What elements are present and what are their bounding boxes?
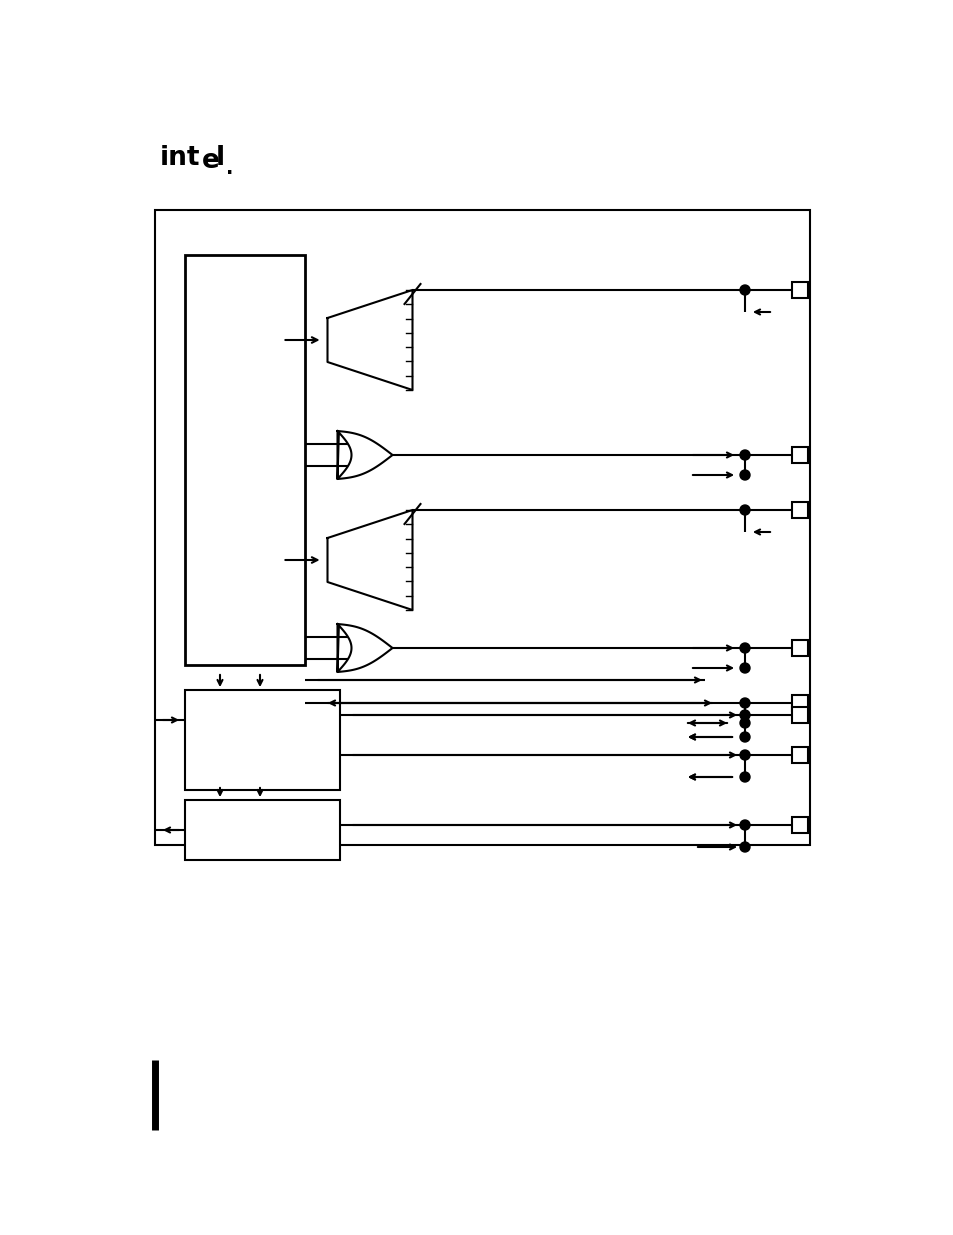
Text: .: . (226, 159, 233, 178)
Circle shape (740, 772, 749, 782)
Bar (791, 640, 807, 656)
Circle shape (740, 450, 749, 459)
Bar (185, 254, 305, 664)
Circle shape (740, 505, 749, 515)
Bar (791, 747, 807, 763)
Circle shape (740, 750, 749, 760)
Circle shape (740, 820, 749, 830)
Bar (185, 690, 339, 790)
Circle shape (740, 285, 749, 295)
Circle shape (740, 663, 749, 673)
Text: l: l (215, 144, 225, 170)
Bar (791, 447, 807, 463)
Circle shape (740, 710, 749, 720)
Circle shape (740, 718, 749, 727)
Circle shape (740, 643, 749, 653)
Circle shape (740, 732, 749, 742)
Circle shape (740, 698, 749, 708)
Text: e: e (202, 148, 219, 174)
Text: int: int (160, 144, 200, 170)
Bar (185, 800, 339, 860)
Circle shape (740, 471, 749, 480)
Bar (791, 282, 807, 298)
Bar (791, 695, 807, 711)
Bar (154, 210, 809, 845)
Circle shape (740, 842, 749, 852)
Bar (791, 818, 807, 832)
Bar (791, 706, 807, 722)
Bar (791, 501, 807, 517)
